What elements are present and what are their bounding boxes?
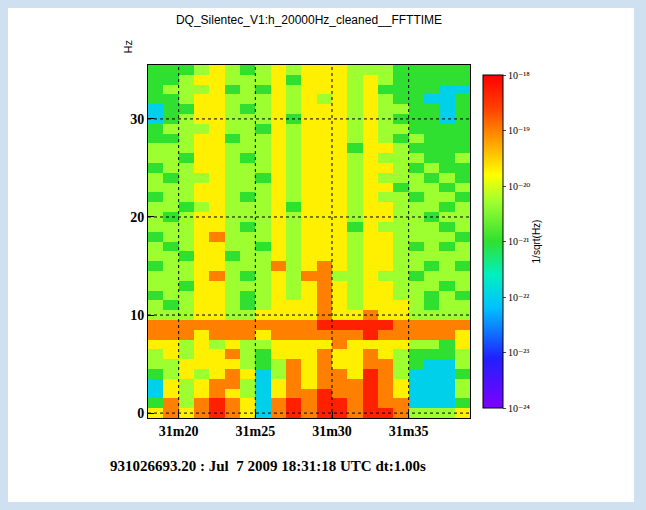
svg-text:10⁻²⁰: 10⁻²⁰ — [508, 181, 530, 192]
svg-text:10⁻²³: 10⁻²³ — [508, 347, 529, 358]
svg-text:31m25: 31m25 — [235, 424, 275, 439]
svg-text:31m35: 31m35 — [389, 424, 429, 439]
svg-text:0: 0 — [137, 406, 144, 421]
svg-text:10⁻¹⁹: 10⁻¹⁹ — [508, 125, 530, 136]
svg-text:10⁻¹⁸: 10⁻¹⁸ — [508, 70, 530, 81]
svg-text:10: 10 — [130, 308, 144, 323]
svg-text:31m20: 31m20 — [159, 424, 199, 439]
svg-text:1/sqrt(Hz): 1/sqrt(Hz) — [531, 220, 542, 264]
svg-text:10⁻²²: 10⁻²² — [508, 292, 529, 303]
svg-text:20: 20 — [130, 210, 144, 225]
svg-text:30: 30 — [130, 112, 144, 127]
svg-text:10⁻²⁴: 10⁻²⁴ — [508, 403, 530, 414]
svg-text:DQ_Silentec_V1:h_20000Hz_clean: DQ_Silentec_V1:h_20000Hz_cleaned__FFTTIM… — [176, 13, 442, 27]
svg-text:10⁻²¹: 10⁻²¹ — [508, 236, 529, 247]
svg-text:31m30: 31m30 — [312, 424, 352, 439]
svg-text:Hz: Hz — [122, 40, 134, 53]
svg-text:931026693.20 : Jul 7 2009 18:: 931026693.20 : Jul 7 2009 18:31:18 UTC d… — [110, 458, 426, 474]
